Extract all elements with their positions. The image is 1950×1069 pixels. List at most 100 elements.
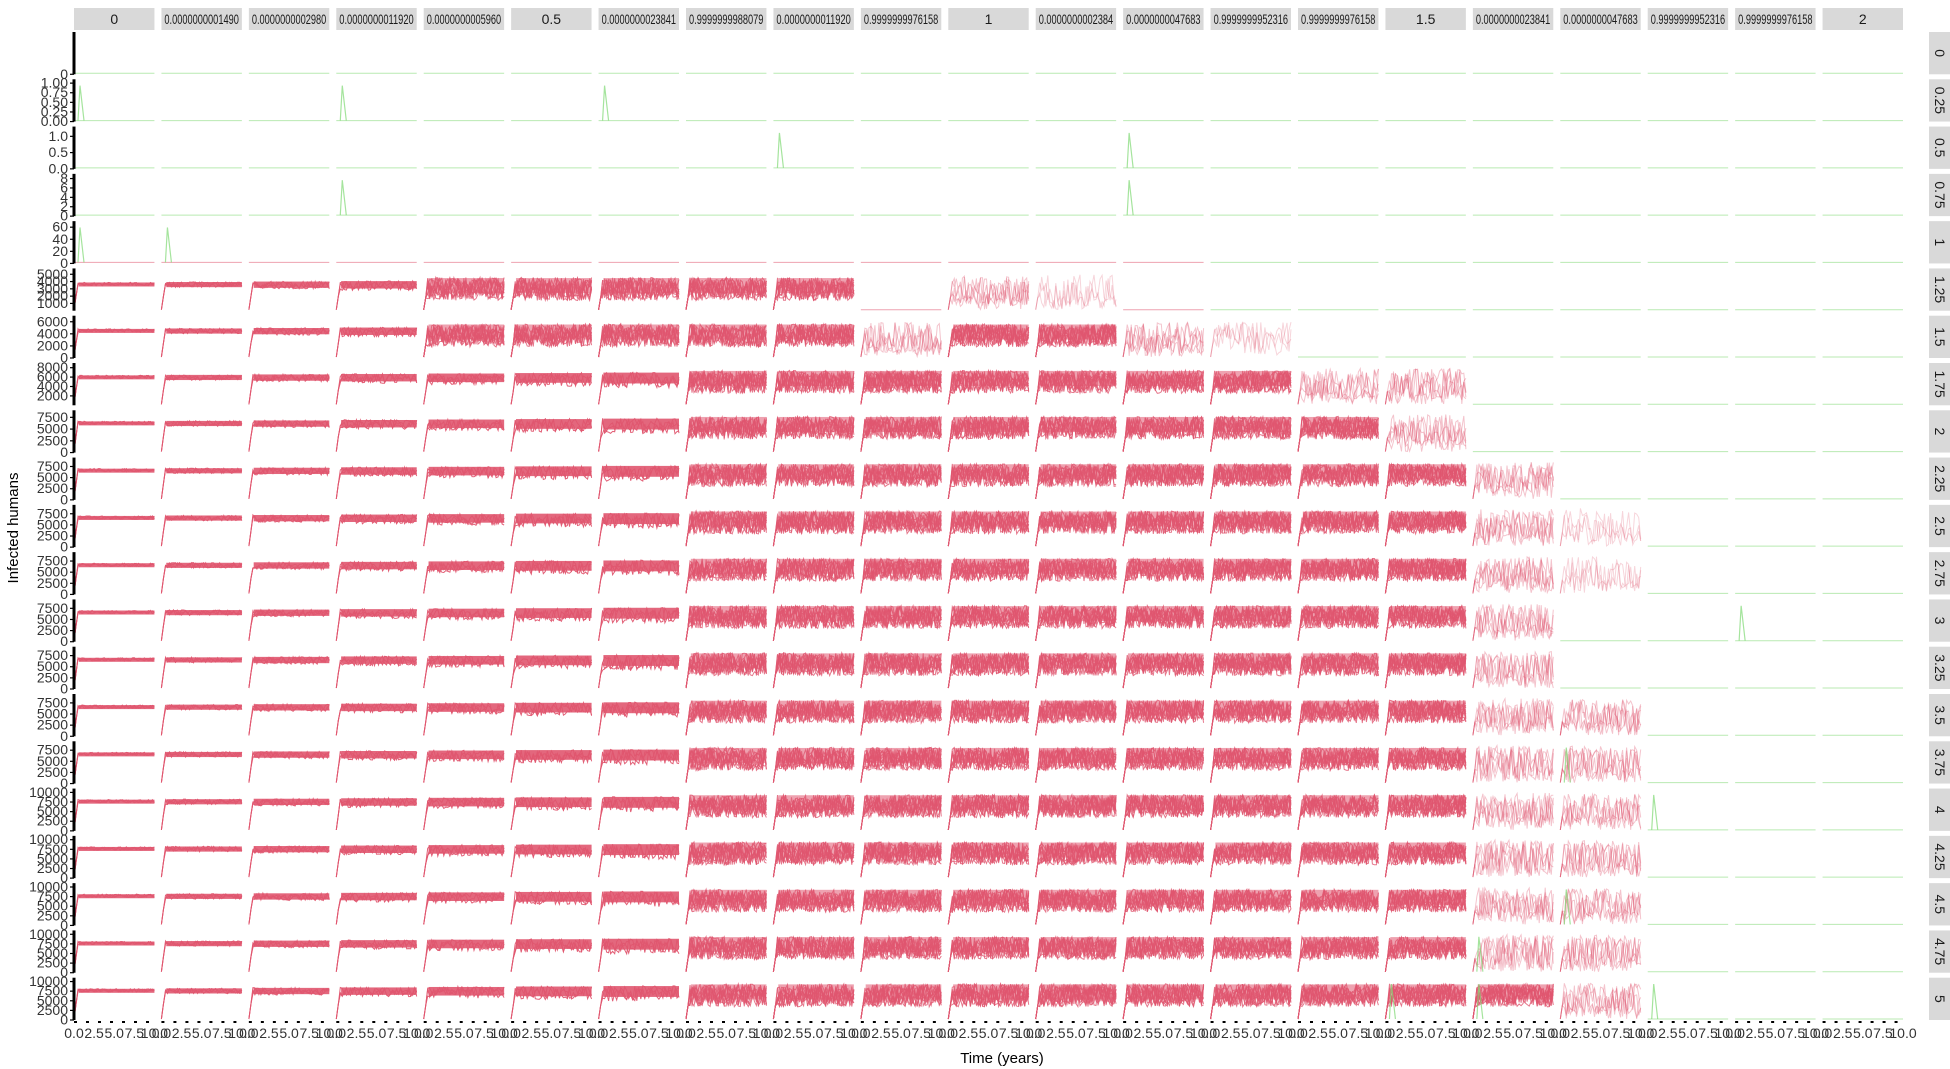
series-band [690, 370, 767, 386]
series-band [428, 561, 505, 570]
series-line [73, 798, 155, 830]
y-tick-label: 7500 [37, 409, 68, 425]
panel [1210, 887, 1292, 925]
y-tick-label: 2 [60, 198, 68, 214]
x-tick-label: 10.0 [228, 1025, 255, 1041]
spike-mark [1476, 983, 1484, 1020]
y-tick-label: 0 [60, 822, 68, 838]
panel [1035, 556, 1117, 594]
series-line [1559, 794, 1642, 830]
series-band [865, 416, 942, 433]
panel [1035, 369, 1117, 405]
panel [1210, 982, 1292, 1020]
series-line [73, 281, 155, 310]
panel [1035, 840, 1117, 878]
series-band [1215, 747, 1291, 764]
series-line [1472, 604, 1554, 641]
panel [1122, 651, 1205, 689]
series-band [428, 655, 505, 665]
panel [685, 887, 767, 925]
panel [510, 795, 592, 830]
series-line [1559, 556, 1642, 594]
row-strip [1929, 173, 1950, 217]
series-line [73, 562, 155, 594]
series-band [428, 419, 505, 429]
row-strip-label: 3.5 [1932, 705, 1948, 725]
series-line [73, 420, 155, 452]
panel [860, 888, 942, 925]
series-band [1215, 700, 1291, 716]
column-strip [511, 8, 592, 30]
y-axis-title: Infected humans [5, 473, 22, 584]
series-line [1559, 699, 1642, 736]
row-strip [1929, 268, 1950, 311]
series-line [1472, 650, 1554, 689]
x-tick-label: 10.0 [665, 1025, 692, 1041]
panel [860, 793, 942, 830]
series-band [1215, 795, 1291, 811]
y-tick-label: 0.00 [41, 113, 68, 129]
column-strip-label: 0 [110, 11, 118, 27]
series-band [166, 657, 242, 663]
series-line [1035, 273, 1117, 310]
series-band [253, 420, 330, 427]
y-tick-label: 7500 [37, 647, 68, 663]
column-strip-label: 0.9999999976158 [1738, 11, 1813, 27]
series-band [603, 844, 679, 856]
x-tick-label: 10.0 [578, 1025, 605, 1041]
series-band [253, 656, 330, 664]
y-tick-label: 2500 [37, 622, 68, 638]
row-strip [1929, 79, 1950, 122]
series-line [1472, 886, 1554, 925]
series-line [1559, 984, 1642, 1020]
x-tick-label: 0.0 [1288, 1025, 1308, 1041]
series-band [778, 511, 854, 527]
series-band [1390, 842, 1466, 858]
y-tick-label: 0 [60, 586, 68, 602]
x-tick-label: 0.0 [1376, 1025, 1396, 1041]
series-line [1559, 748, 1642, 783]
series-line [1472, 605, 1554, 641]
series-band [515, 373, 592, 383]
panel [248, 608, 330, 641]
y-tick-label: 1000 [37, 295, 68, 311]
spike-mark [776, 132, 785, 168]
panel [772, 603, 855, 641]
panel [335, 372, 418, 405]
y-tick-label: 2500 [37, 955, 68, 971]
y-tick-label: 7500 [37, 600, 68, 616]
y-tick-label: 0 [60, 964, 68, 980]
series-line [1472, 650, 1554, 689]
panel [1210, 746, 1292, 783]
panel [1384, 840, 1467, 878]
series-band [341, 419, 417, 428]
panel [160, 987, 243, 1020]
series-band [603, 655, 679, 666]
series-band [603, 324, 679, 340]
column-strip [161, 8, 242, 30]
y-tick-label: 0 [60, 775, 68, 791]
series-band [865, 653, 942, 669]
series-band [690, 558, 767, 574]
series-line [1559, 700, 1642, 736]
series-band [1302, 558, 1379, 574]
series-band [78, 375, 155, 380]
x-tick-label: 10.0 [491, 1025, 518, 1041]
x-tick-label: 5.0 [1416, 1025, 1436, 1041]
x-tick-label: 0.0 [1551, 1025, 1571, 1041]
panel [1297, 698, 1379, 736]
series-line [73, 988, 155, 1020]
column-strip [1560, 8, 1641, 30]
series-line [1559, 888, 1642, 925]
series-line [73, 374, 155, 405]
y-tick-label: 5000 [37, 658, 68, 674]
y-tick-label: 2500 [37, 480, 68, 496]
series-band [341, 703, 417, 712]
spike-mark [77, 227, 85, 263]
series-line [1472, 462, 1554, 499]
series-band [1040, 795, 1117, 811]
series-line [1384, 369, 1467, 405]
series-line [73, 988, 155, 1020]
series-band [1040, 464, 1117, 480]
series-line [1559, 699, 1642, 736]
